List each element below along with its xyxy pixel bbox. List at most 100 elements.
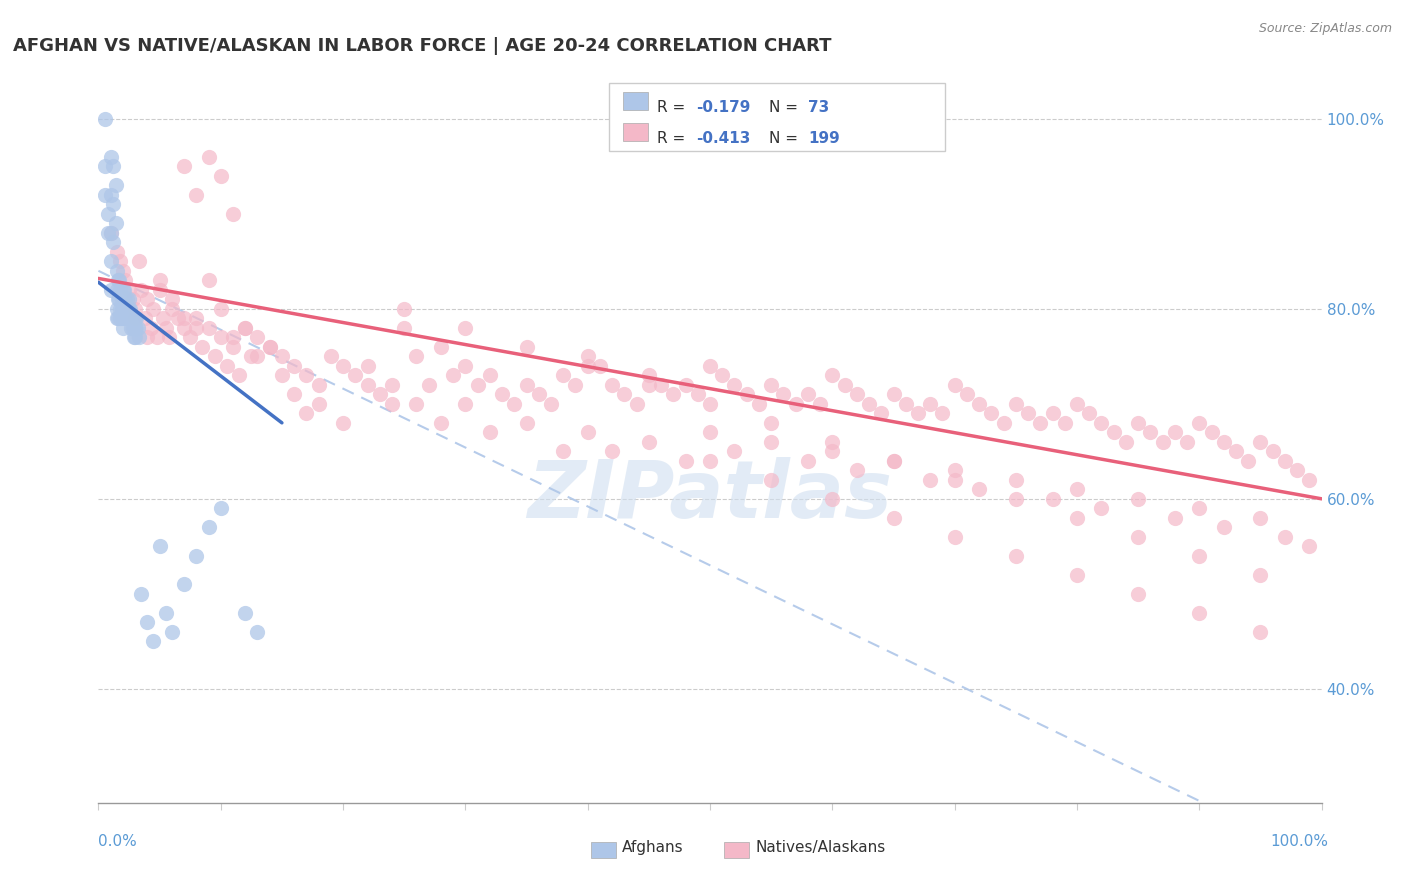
Point	[1212, 434, 1234, 449]
Point	[111, 283, 134, 297]
Point	[675, 454, 697, 468]
Text: Afghans: Afghans	[621, 839, 683, 855]
Point	[112, 283, 135, 297]
Text: -0.413: -0.413	[696, 131, 751, 146]
Point	[117, 311, 139, 326]
Point	[129, 283, 152, 297]
Point	[100, 254, 122, 268]
Text: Source: ZipAtlas.com: Source: ZipAtlas.com	[1258, 22, 1392, 36]
Point	[179, 330, 201, 344]
Point	[356, 359, 378, 373]
Point	[491, 387, 513, 401]
Point	[1078, 406, 1101, 420]
Point	[650, 377, 672, 392]
Point	[1261, 444, 1284, 458]
Point	[553, 368, 575, 383]
Point	[1164, 511, 1187, 525]
Point	[197, 273, 219, 287]
Point	[368, 387, 391, 401]
Point	[467, 377, 489, 392]
Point	[308, 397, 330, 411]
Point	[894, 397, 917, 411]
Text: R =: R =	[657, 100, 685, 115]
Point	[186, 321, 208, 335]
Point	[761, 473, 783, 487]
Point	[100, 187, 122, 202]
Point	[993, 416, 1015, 430]
Point	[124, 311, 146, 326]
Point	[638, 377, 661, 392]
Point	[675, 377, 697, 392]
Point	[735, 387, 758, 401]
Point	[149, 539, 172, 553]
Point	[405, 349, 427, 363]
Point	[149, 283, 172, 297]
Point	[821, 444, 844, 458]
Point	[209, 501, 232, 516]
Point	[112, 293, 135, 307]
Point	[1201, 425, 1223, 440]
Point	[723, 444, 745, 458]
Point	[197, 520, 219, 534]
Point	[105, 301, 128, 316]
Point	[430, 340, 453, 354]
Point	[1249, 511, 1271, 525]
Y-axis label: In Labor Force | Age 20-24: In Labor Force | Age 20-24	[0, 336, 8, 538]
Point	[129, 587, 152, 601]
Point	[155, 606, 177, 620]
Point	[308, 377, 330, 392]
Point	[564, 377, 586, 392]
Text: 73: 73	[808, 100, 830, 115]
Point	[1152, 434, 1174, 449]
Point	[186, 549, 208, 563]
Point	[1066, 567, 1088, 582]
Point	[114, 311, 136, 326]
Point	[1298, 473, 1320, 487]
Point	[97, 207, 120, 221]
Point	[295, 406, 318, 420]
Point	[392, 301, 416, 316]
Point	[240, 349, 263, 363]
Point	[344, 368, 367, 383]
Point	[100, 150, 122, 164]
Point	[107, 273, 129, 287]
Point	[1274, 530, 1296, 544]
Point	[222, 207, 245, 221]
Point	[761, 377, 783, 392]
Point	[136, 330, 159, 344]
Point	[115, 301, 138, 316]
Point	[392, 321, 416, 335]
Point	[332, 359, 354, 373]
Point	[222, 330, 245, 344]
Point	[931, 406, 953, 420]
Point	[110, 311, 132, 326]
Point	[454, 359, 477, 373]
Point	[108, 273, 131, 287]
Point	[128, 330, 150, 344]
Point	[118, 283, 141, 297]
Point	[808, 397, 831, 411]
Point	[228, 368, 250, 383]
Point	[134, 311, 156, 326]
Point	[662, 387, 685, 401]
Point	[589, 359, 612, 373]
Point	[600, 444, 623, 458]
Point	[173, 321, 195, 335]
Point	[124, 321, 146, 335]
Point	[686, 387, 709, 401]
Point	[883, 387, 905, 401]
Point	[1042, 406, 1064, 420]
Point	[1066, 483, 1088, 497]
Point	[748, 397, 770, 411]
Point	[246, 349, 269, 363]
Point	[761, 416, 783, 430]
Point	[259, 340, 281, 354]
Point	[101, 159, 124, 173]
Point	[920, 397, 942, 411]
Point	[613, 387, 636, 401]
Point	[761, 434, 783, 449]
Point	[122, 330, 145, 344]
Point	[576, 349, 599, 363]
Point	[204, 349, 226, 363]
Point	[332, 416, 354, 430]
